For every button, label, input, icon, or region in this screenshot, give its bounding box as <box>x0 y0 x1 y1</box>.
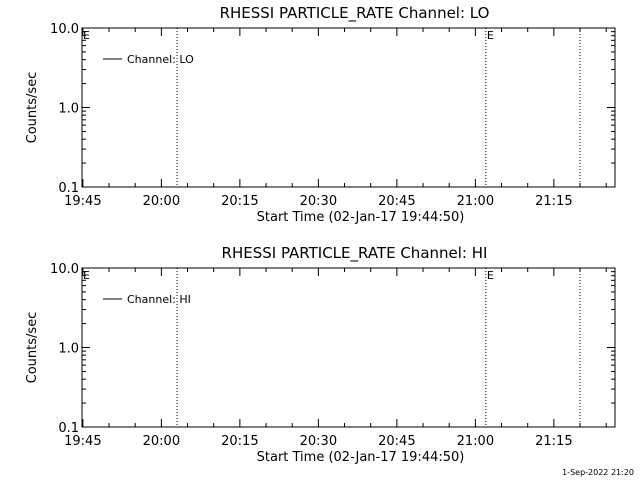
plot-frame <box>81 27 616 188</box>
x-tick-label: 20:00 <box>143 194 180 209</box>
legend-label: Channel: LO <box>127 53 194 66</box>
x-tick-label: 20:00 <box>143 434 180 449</box>
y-tick-label: 10.0 <box>50 262 79 277</box>
chart-title: RHESSI PARTICLE_RATE Channel: HI <box>222 244 488 263</box>
time-marker-label: E <box>487 29 494 42</box>
x-tick-label: 19:45 <box>64 434 101 449</box>
x-tick-label: 21:00 <box>457 194 494 209</box>
x-axis-label: Start Time (02-Jan-17 19:44:50) <box>257 210 465 225</box>
x-tick-label: 21:00 <box>457 434 494 449</box>
y-axis-label: Counts/sec <box>25 72 40 144</box>
x-tick-label: 20:15 <box>221 194 258 209</box>
x-tick-label: 20:45 <box>378 434 415 449</box>
x-axis-label: Start Time (02-Jan-17 19:44:50) <box>257 450 465 465</box>
left-edge-label: E <box>83 29 90 42</box>
y-tick-label: 1.0 <box>58 342 79 357</box>
y-tick-label: 10.0 <box>50 22 79 37</box>
plot-frame <box>81 267 616 428</box>
legend-label: Channel: HI <box>127 293 191 306</box>
x-tick-label: 20:45 <box>378 194 415 209</box>
y-axis-label: Counts/sec <box>25 312 40 384</box>
x-tick-label: 21:15 <box>535 194 572 209</box>
x-tick-label: 20:30 <box>300 434 337 449</box>
time-marker-label: E <box>487 269 494 282</box>
y-tick-label: 0.1 <box>58 421 79 436</box>
footer-timestamp: 1-Sep-2022 21:20 <box>562 468 634 477</box>
y-tick-label: 1.0 <box>58 102 79 117</box>
chart-title: RHESSI PARTICLE_RATE Channel: LO <box>220 4 490 23</box>
x-tick-label: 19:45 <box>64 194 101 209</box>
left-edge-label: E <box>83 269 90 282</box>
x-tick-label: 20:30 <box>300 194 337 209</box>
x-tick-label: 21:15 <box>535 434 572 449</box>
y-tick-label: 0.1 <box>58 181 79 196</box>
x-tick-label: 20:15 <box>221 434 258 449</box>
